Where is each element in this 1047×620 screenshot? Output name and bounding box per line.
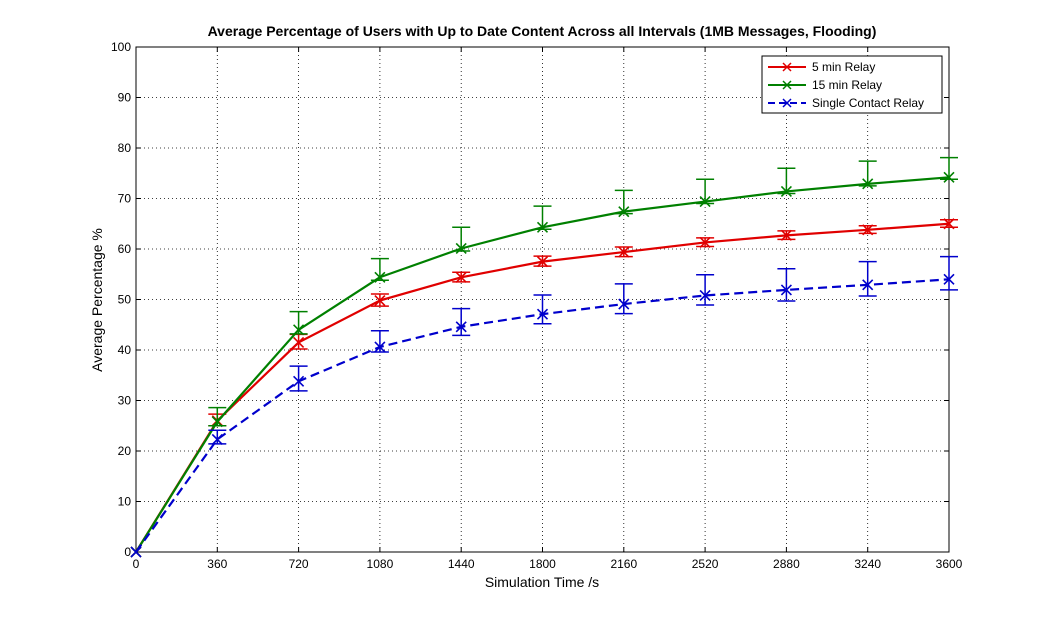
data-point [618, 298, 630, 310]
series-2 [130, 255, 958, 558]
x-tick-label: 2160 [610, 557, 637, 571]
x-tick-label: 3600 [936, 557, 963, 571]
data-point [374, 341, 386, 353]
y-tick-label: 0 [124, 545, 131, 559]
data-point [780, 185, 792, 197]
data-point [699, 236, 711, 249]
data-point [536, 221, 549, 233]
y-tick-label: 90 [118, 91, 132, 105]
legend: 5 min Relay 15 min Relay Single Contact Re… [761, 55, 943, 114]
data-point [130, 546, 142, 558]
y-tick-label: 30 [118, 394, 132, 408]
y-tick-label: 40 [118, 343, 132, 357]
legend-item: 5 min Relay [768, 60, 875, 74]
data-point [374, 294, 386, 307]
y-tick-label: 50 [118, 293, 132, 307]
data-point [455, 321, 467, 333]
data-point [293, 375, 305, 387]
data-point [943, 171, 955, 183]
data-point [862, 178, 874, 190]
legend-item: Single Contact Relay [768, 96, 924, 110]
x-tick-label: 360 [207, 557, 227, 571]
data-point [455, 271, 467, 283]
x-tick-label: 2880 [773, 557, 800, 571]
data-point [943, 273, 955, 285]
data-point [862, 224, 874, 236]
data-point [780, 229, 792, 241]
y-tick-label: 100 [111, 40, 131, 54]
x-tick-label: 0 [133, 557, 140, 571]
y-tick-label: 80 [118, 141, 132, 155]
legend-item: 15 min Relay [768, 78, 882, 92]
legend-label: 5 min Relay [812, 60, 875, 74]
legend-label: 15 min Relay [812, 78, 882, 92]
y-tick-label: 20 [118, 444, 132, 458]
x-tick-label: 1800 [529, 557, 556, 571]
data-point [699, 195, 711, 208]
y-tick-label: 60 [118, 242, 132, 256]
x-tick-label: 3240 [854, 557, 881, 571]
legend-marker [782, 98, 792, 108]
x-tick-label: 1080 [367, 557, 394, 571]
data-point [374, 271, 386, 283]
data-point [293, 336, 305, 348]
legend-marker [782, 62, 792, 72]
series-1 [130, 156, 958, 558]
chart-title: Average Percentage of Users with Up to D… [208, 23, 877, 39]
data-point [536, 308, 549, 320]
y-tick-label: 10 [118, 495, 132, 509]
y-tick-label: 70 [118, 192, 132, 206]
legend-marker [782, 80, 792, 90]
data-point [943, 218, 955, 230]
data-point [862, 279, 874, 291]
series-group [130, 156, 958, 558]
legend-label: Single Contact Relay [812, 96, 924, 110]
data-point [211, 416, 223, 428]
x-tick-label: 1440 [448, 557, 475, 571]
x-tick-label: 2520 [692, 557, 719, 571]
data-point [455, 242, 467, 255]
y-axis-label: Average Percentage % [89, 228, 105, 372]
data-point [699, 289, 711, 302]
data-point [536, 256, 549, 268]
x-axis-label: Simulation Time /s [485, 574, 599, 590]
axis-ticks: 0 360 720 1080 1440 1800 2160 2520 2880 3240 36000… [111, 40, 963, 571]
x-tick-label: 720 [289, 557, 309, 571]
data-point [780, 284, 792, 296]
data-point [211, 433, 223, 445]
data-point [618, 206, 630, 218]
data-point [618, 246, 630, 258]
data-point [293, 324, 305, 336]
